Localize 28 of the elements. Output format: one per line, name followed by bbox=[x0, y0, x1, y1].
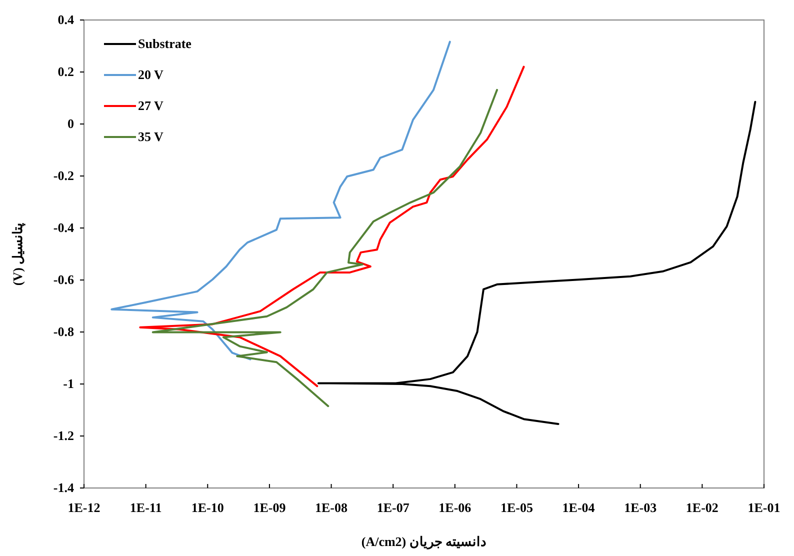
x-tick-label: 1E-02 bbox=[686, 500, 718, 515]
y-tick-label: -0.4 bbox=[53, 220, 74, 235]
x-tick-label: 1E-12 bbox=[68, 500, 100, 515]
y-tick-label: 0.4 bbox=[58, 12, 74, 27]
x-tick-label: 1E-08 bbox=[315, 500, 348, 515]
x-tick-label: 1E-06 bbox=[438, 500, 472, 515]
legend-label: Substrate bbox=[138, 36, 192, 51]
x-tick-label: 1E-01 bbox=[748, 500, 780, 515]
legend-label: 20 V bbox=[138, 67, 164, 82]
x-tick-label: 1E-04 bbox=[562, 500, 596, 515]
x-tick-label: 1E-03 bbox=[624, 500, 658, 515]
x-tick-label: 1E-10 bbox=[191, 500, 224, 515]
y-tick-label: -0.2 bbox=[53, 168, 74, 183]
y-tick-label: 0 bbox=[68, 116, 74, 131]
x-tick-label: 1E-09 bbox=[253, 500, 286, 515]
y-tick-label: -1 bbox=[63, 376, 74, 391]
y-tick-label: 0.2 bbox=[58, 64, 74, 79]
y-tick-label: -0.8 bbox=[53, 324, 74, 339]
x-axis-title: دانسیته جریان (A/cm2) bbox=[361, 534, 487, 550]
legend-label: 27 V bbox=[138, 98, 164, 113]
y-tick-label: -1.2 bbox=[53, 428, 74, 443]
x-tick-label: 1E-05 bbox=[500, 500, 534, 515]
y-axis-title: پتانسیل (V) bbox=[10, 222, 26, 286]
legend-label: 35 V bbox=[138, 129, 164, 144]
x-tick-label: 1E-07 bbox=[376, 500, 410, 515]
x-tick-label: 1E-11 bbox=[130, 500, 162, 515]
y-tick-label: -0.6 bbox=[53, 272, 74, 287]
y-tick-label: -1.4 bbox=[53, 480, 74, 495]
